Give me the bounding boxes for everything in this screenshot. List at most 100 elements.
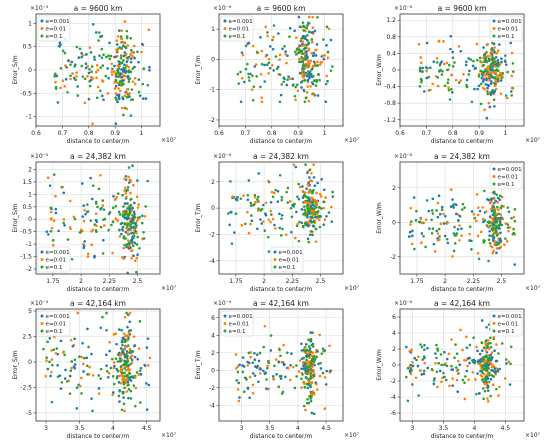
x-tick-label: 0.7 bbox=[241, 130, 251, 137]
data-point-e001 bbox=[454, 78, 458, 82]
data-point-e001 bbox=[100, 79, 104, 82]
data-point-e0001 bbox=[144, 97, 148, 100]
data-point-e0001 bbox=[330, 220, 334, 223]
data-point-e01 bbox=[122, 59, 125, 62]
data-point-e0001 bbox=[251, 371, 255, 375]
data-point-e01 bbox=[310, 411, 314, 415]
x-tick-label: 3 bbox=[44, 425, 48, 432]
data-point-e001 bbox=[129, 191, 132, 195]
data-point-e0001 bbox=[54, 207, 58, 211]
data-point-e001 bbox=[125, 91, 128, 95]
x-axis-label: distance to center/m bbox=[431, 286, 494, 293]
data-point-e001 bbox=[264, 55, 268, 58]
data-point-e01 bbox=[78, 47, 82, 51]
data-point-e01 bbox=[266, 31, 269, 34]
data-point-e001 bbox=[500, 74, 504, 77]
data-point-e0001 bbox=[252, 203, 255, 207]
data-point-e001 bbox=[444, 362, 447, 365]
x-tick-label: 2 bbox=[79, 278, 83, 285]
data-point-e0001 bbox=[465, 60, 468, 64]
data-point-e0001 bbox=[141, 42, 144, 46]
data-point-e0001 bbox=[305, 343, 308, 346]
data-point-e01 bbox=[325, 25, 329, 29]
data-point-e0001 bbox=[123, 63, 126, 67]
data-point-e01 bbox=[122, 82, 125, 86]
data-point-e01 bbox=[94, 202, 98, 205]
data-point-e01 bbox=[319, 361, 322, 365]
data-point-e001 bbox=[310, 51, 314, 55]
data-point-e01 bbox=[60, 381, 64, 384]
data-point-e01 bbox=[122, 205, 125, 208]
data-point-e01 bbox=[293, 386, 297, 390]
data-point-e001 bbox=[118, 65, 121, 68]
data-point-e001 bbox=[445, 61, 449, 65]
data-point-e001 bbox=[442, 62, 446, 66]
data-point-e01 bbox=[271, 195, 275, 199]
data-point-e001 bbox=[88, 46, 92, 49]
data-point-e0001 bbox=[106, 67, 109, 70]
data-point-e001 bbox=[490, 216, 493, 220]
data-point-e01 bbox=[306, 398, 309, 401]
data-point-e001 bbox=[240, 76, 244, 80]
data-point-e001 bbox=[79, 384, 82, 388]
data-point-e0001 bbox=[257, 380, 260, 384]
data-point-e001 bbox=[54, 80, 57, 84]
data-point-e0001 bbox=[411, 364, 415, 368]
data-point-e01 bbox=[110, 357, 114, 361]
data-point-e01 bbox=[492, 98, 496, 102]
data-point-e01 bbox=[480, 72, 484, 76]
legend-label: e=0.1 bbox=[498, 182, 515, 188]
data-point-e0001 bbox=[114, 84, 118, 88]
data-point-e01 bbox=[252, 85, 256, 88]
data-point-e0001 bbox=[438, 70, 441, 73]
data-point-e001 bbox=[128, 91, 131, 95]
data-point-e01 bbox=[127, 383, 130, 387]
y-tick-label: 0.5 bbox=[22, 204, 32, 211]
data-point-e0001 bbox=[91, 22, 95, 26]
data-point-e01 bbox=[66, 238, 70, 241]
legend-label: e=0.001 bbox=[46, 19, 71, 25]
data-point-e001 bbox=[267, 387, 270, 391]
data-point-e001 bbox=[64, 64, 67, 67]
data-point-e0001 bbox=[286, 54, 289, 58]
data-point-e01 bbox=[491, 213, 495, 216]
data-point-e0001 bbox=[59, 339, 63, 343]
data-point-e01 bbox=[483, 189, 486, 193]
data-point-e0001 bbox=[307, 41, 311, 45]
data-point-e001 bbox=[130, 361, 134, 365]
data-point-e0001 bbox=[57, 44, 61, 48]
data-point-e01 bbox=[86, 203, 89, 206]
data-point-e001 bbox=[311, 365, 314, 368]
legend-marker bbox=[273, 250, 277, 254]
data-point-e01 bbox=[290, 215, 294, 219]
data-point-e01 bbox=[89, 219, 93, 223]
x-tick-label: 3 bbox=[410, 425, 414, 432]
data-point-e01 bbox=[314, 227, 318, 231]
data-point-e001 bbox=[303, 43, 307, 47]
data-point-e01 bbox=[109, 366, 113, 370]
data-point-e01 bbox=[419, 343, 422, 346]
data-point-e01 bbox=[127, 214, 130, 217]
legend-box bbox=[37, 246, 71, 273]
data-point-e01 bbox=[303, 221, 307, 225]
data-point-e0001 bbox=[271, 47, 275, 51]
data-point-e0001 bbox=[94, 31, 98, 34]
data-point-e001 bbox=[260, 49, 264, 53]
y-tick-label: 0 bbox=[392, 219, 396, 226]
data-point-e001 bbox=[447, 86, 450, 90]
data-point-e01 bbox=[59, 66, 63, 70]
data-point-e001 bbox=[510, 74, 514, 78]
data-point-e01 bbox=[298, 48, 301, 52]
data-point-e0001 bbox=[306, 237, 310, 241]
data-point-e0001 bbox=[131, 219, 134, 222]
data-point-e0001 bbox=[284, 375, 287, 379]
plot-frame bbox=[218, 161, 344, 275]
y-tick-label: -2 bbox=[209, 385, 215, 392]
data-point-e001 bbox=[241, 53, 245, 57]
data-point-e001 bbox=[234, 366, 238, 370]
data-point-e001 bbox=[284, 233, 288, 236]
data-point-e0001 bbox=[304, 369, 308, 373]
data-point-e0001 bbox=[77, 56, 81, 59]
